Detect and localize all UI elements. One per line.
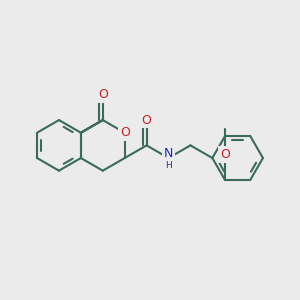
Text: O: O xyxy=(98,88,108,101)
Text: O: O xyxy=(142,114,152,127)
Text: O: O xyxy=(220,148,230,161)
Text: O: O xyxy=(120,126,130,139)
Text: H: H xyxy=(165,161,172,170)
Text: N: N xyxy=(164,147,173,160)
